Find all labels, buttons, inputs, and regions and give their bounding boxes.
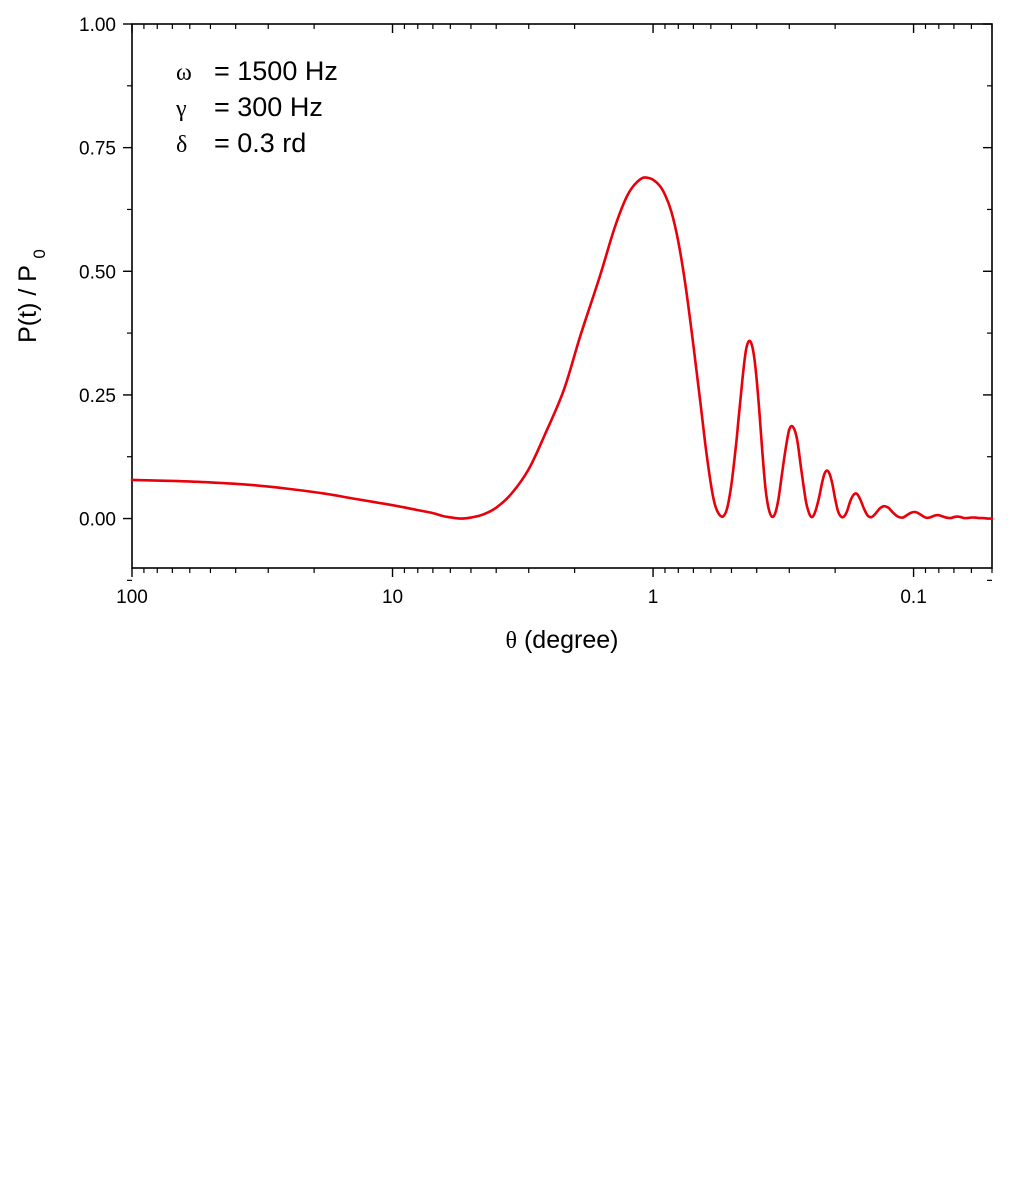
plot-frame: [131, 23, 993, 569]
annotation-text: = 300 Hz: [214, 92, 323, 122]
annotation-line: δ = 0.3 rd: [176, 128, 306, 158]
series-group: [130, 176, 994, 520]
plot-border: [131, 23, 993, 569]
y-tick-label: 0.25: [79, 386, 116, 407]
chart: 0.00 0.25 0.50 0.75 1.00 100 10 1 0.1 ω = 1500 Hz…: [14, 15, 994, 654]
y-tick-label: 0.00: [79, 510, 116, 531]
annotation-symbol: γ: [175, 96, 187, 122]
x-axis-title: θ (degree): [506, 626, 619, 654]
annotation-symbol: ω: [176, 60, 192, 86]
x-axis-text: (degree): [524, 626, 619, 654]
y-axis-text: P(t) / P: [14, 266, 42, 343]
y-tick-label: 1.00: [79, 15, 116, 36]
x-axis-symbol: θ: [506, 628, 518, 654]
annotation-text: = 1500 Hz: [214, 56, 338, 86]
x-tick-label: 100: [116, 587, 148, 608]
annotation-block: ω = 1500 Hz γ = 300 Hz δ = 0.3 rd: [175, 56, 338, 158]
annotation-text: = 0.3 rd: [214, 128, 306, 158]
y-tick-label: 0.50: [79, 262, 116, 283]
y-tick-label: 0.75: [79, 139, 116, 160]
tick-labels: 0.00 0.25 0.50 0.75 1.00 100 10 1 0.1: [79, 15, 927, 608]
x-tick-label: 1: [648, 587, 659, 608]
axis-ticks: [123, 23, 993, 581]
x-tick-label: 0.1: [900, 587, 926, 608]
x-tick-label: 10: [382, 587, 403, 608]
y-axis-title: P(t) / P 0: [14, 249, 49, 343]
annotation-symbol: δ: [176, 132, 187, 158]
y-axis-subscript: 0: [30, 249, 49, 258]
annotation-line: γ = 300 Hz: [175, 92, 323, 122]
series-line: [130, 176, 994, 520]
annotation-line: ω = 1500 Hz: [176, 56, 338, 86]
